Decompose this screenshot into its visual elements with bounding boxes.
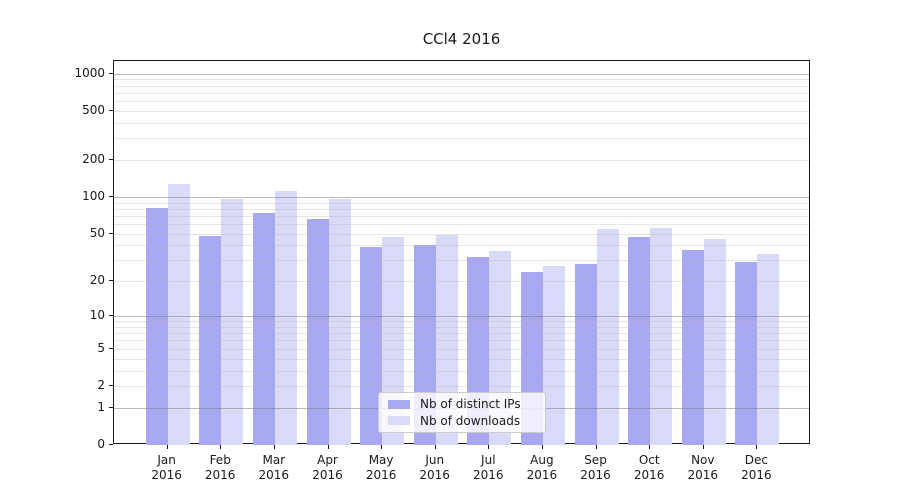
y-tick-label-2: 2 [97, 377, 105, 392]
x-tick-mark-feb [220, 445, 222, 449]
y-tick-mark-0 [109, 444, 113, 445]
bar-feb-downloads [221, 199, 244, 445]
x-tick-label-feb: Feb 2016 [204, 453, 236, 482]
bar-nov-distinct-ips [681, 249, 704, 445]
bar-oct-downloads [650, 227, 673, 445]
y-tick-mark-20 [109, 280, 113, 282]
y-tick-label-50: 50 [89, 225, 105, 240]
bar-nov-downloads [703, 239, 726, 445]
y-tick-mark-1 [109, 406, 113, 408]
x-tick-mark-sep [595, 445, 597, 449]
bar-oct-distinct-ips [628, 236, 651, 445]
x-tick-label-mar: Mar 2016 [258, 453, 290, 482]
bar-apr-downloads [328, 198, 351, 445]
x-tick-mark-oct [649, 445, 651, 449]
gridline-300 [114, 138, 809, 140]
bar-may-distinct-ips [360, 246, 383, 445]
y-tick-mark-50 [109, 232, 113, 234]
x-tick-mark-may [381, 445, 383, 449]
x-tick-mark-mar [273, 445, 275, 449]
gridline-400 [114, 122, 809, 124]
legend-label-downloads: Nb of downloads [420, 413, 521, 428]
bar-aug-downloads [542, 265, 565, 445]
gridline-90 [114, 202, 809, 204]
y-tick-label-20: 20 [89, 273, 105, 288]
y-tick-label-200: 200 [82, 151, 105, 166]
bar-sep-downloads [596, 228, 619, 445]
x-tick-mark-dec [756, 445, 758, 449]
x-tick-mark-aug [541, 445, 543, 449]
x-tick-label-nov: Nov 2016 [687, 453, 719, 482]
y-tick-mark-500 [109, 109, 113, 111]
y-tick-label-1: 1 [97, 399, 105, 414]
y-tick-mark-200 [109, 158, 113, 160]
gridline-700 [114, 92, 809, 94]
y-tick-label-10: 10 [89, 308, 105, 323]
bar-jan-distinct-ips [145, 208, 168, 445]
legend-label-distinct-ips: Nb of distinct IPs [420, 397, 521, 412]
y-tick-mark-10 [109, 315, 113, 317]
y-tick-mark-1000 [109, 72, 113, 74]
y-tick-mark-100 [109, 195, 113, 197]
gridline-80 [114, 208, 809, 210]
x-tick-label-aug: Aug 2016 [526, 453, 558, 482]
gridline-1000 [114, 73, 809, 75]
gridline-70 [114, 215, 809, 217]
x-tick-label-jun: Jun 2016 [419, 453, 450, 482]
chart-title: CCl4 2016 [422, 30, 501, 48]
y-tick-label-5: 5 [97, 340, 105, 355]
bar-mar-distinct-ips [252, 212, 275, 445]
legend-entry-distinct-ips: Nb of distinct IPs [388, 397, 536, 411]
bar-dec-downloads [757, 253, 780, 445]
gridline-900 [114, 79, 809, 81]
bar-sep-distinct-ips [574, 264, 597, 445]
x-tick-label-jan: Jan 2016 [151, 453, 182, 482]
x-tick-mark-jun [434, 445, 436, 449]
y-tick-label-1000: 1000 [74, 65, 105, 80]
bar-jan-downloads [167, 184, 190, 445]
y-tick-mark-2 [109, 384, 113, 386]
y-tick-label-0: 0 [97, 437, 105, 451]
gridline-200 [114, 159, 809, 161]
plot-area [113, 60, 810, 445]
y-tick-label-500: 500 [82, 102, 105, 117]
gridline-600 [114, 101, 809, 102]
x-tick-label-sep: Sep 2016 [580, 453, 611, 482]
gridline-100 [114, 196, 809, 198]
x-tick-mark-jul [488, 445, 490, 449]
gridline-60 [114, 224, 809, 225]
x-tick-label-oct: Oct 2016 [633, 453, 665, 482]
legend-swatch-distinct-ips [388, 399, 410, 409]
legend: Nb of distinct IPs Nb of downloads [378, 392, 546, 433]
x-tick-label-jul: Jul 2016 [473, 453, 504, 482]
x-tick-label-dec: Dec 2016 [741, 453, 772, 482]
x-tick-mark-jan [166, 445, 168, 449]
x-tick-mark-apr [327, 445, 329, 449]
gridline-500 [114, 110, 809, 112]
x-tick-label-may: May 2016 [365, 453, 397, 482]
bar-feb-distinct-ips [199, 235, 222, 445]
legend-swatch-downloads [388, 416, 410, 426]
gridline-50 [114, 233, 809, 235]
bar-mar-downloads [274, 190, 297, 445]
y-tick-mark-5 [109, 347, 113, 349]
bar-dec-distinct-ips [735, 262, 758, 445]
legend-entry-downloads: Nb of downloads [388, 414, 536, 428]
x-tick-mark-nov [702, 445, 704, 449]
bar-apr-distinct-ips [306, 219, 329, 445]
gridline-800 [114, 85, 809, 87]
y-tick-label-100: 100 [82, 188, 105, 203]
x-tick-label-apr: Apr 2016 [312, 453, 343, 482]
